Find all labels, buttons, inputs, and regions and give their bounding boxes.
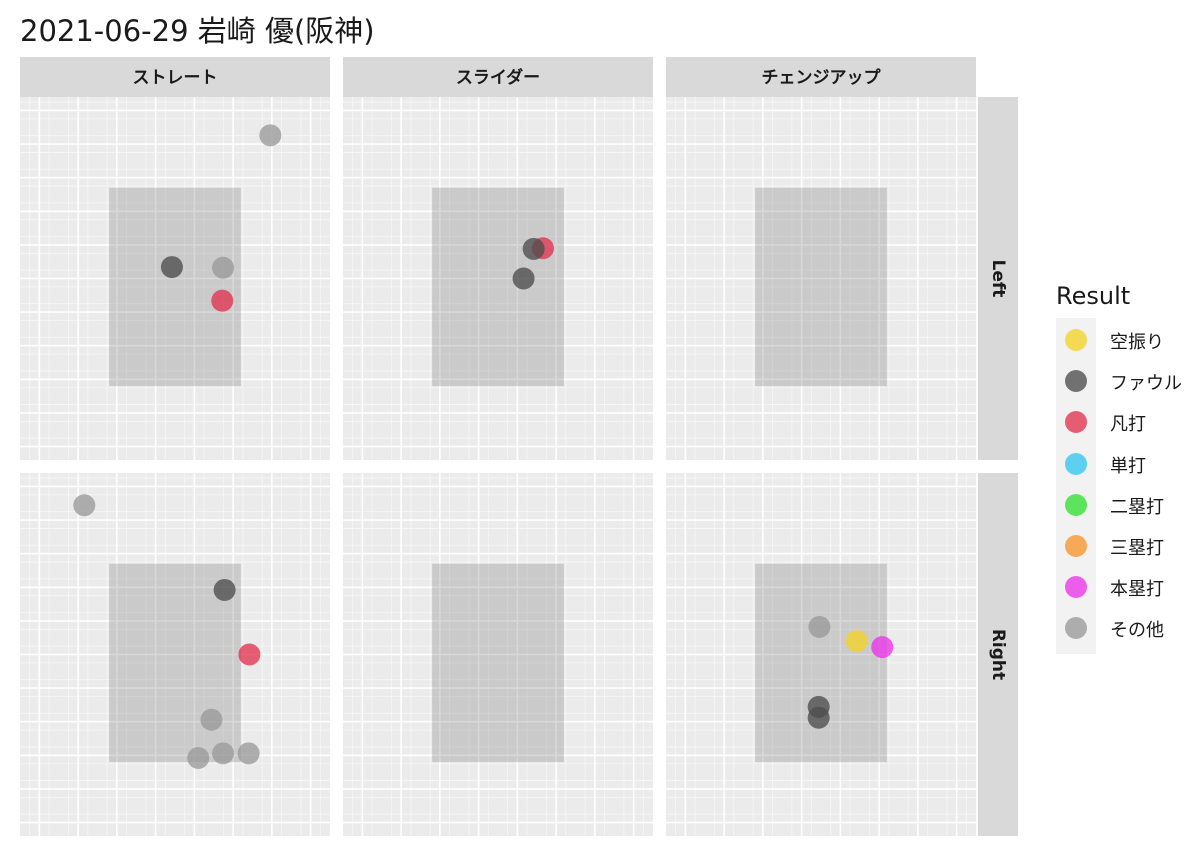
legend-swatch xyxy=(1065,493,1087,516)
pitch-point xyxy=(807,706,830,729)
strip-col-2 xyxy=(666,57,976,97)
legend: Result 空振りファウル凡打単打二塁打三塁打本塁打その他 xyxy=(1056,282,1182,654)
pitch-point xyxy=(160,256,183,279)
legend-swatch xyxy=(1065,452,1087,475)
pitch-point xyxy=(512,267,535,290)
strip-label-col-2: チェンジアップ xyxy=(762,67,882,88)
strip-label-col-0: ストレート xyxy=(133,68,218,88)
pitch-point xyxy=(871,636,894,659)
legend-label: 三塁打 xyxy=(1110,537,1164,559)
legend-label: 単打 xyxy=(1110,455,1146,477)
legend-swatch xyxy=(1065,576,1087,599)
strip-label-col-1: スライダー xyxy=(456,67,540,88)
legend-swatch xyxy=(1065,329,1087,351)
legend-label: その他 xyxy=(1110,620,1164,642)
legend-swatch xyxy=(1065,534,1087,557)
legend-label: 二塁打 xyxy=(1110,496,1164,518)
legend-item: 本塁打 xyxy=(1056,567,1164,608)
strike-zone xyxy=(432,563,564,763)
pitch-point xyxy=(845,630,868,653)
panel-left-0 xyxy=(20,97,330,460)
pitch-point xyxy=(522,237,545,260)
strike-zone xyxy=(755,563,887,763)
pitch-point xyxy=(212,256,235,279)
pitch-point xyxy=(808,615,831,638)
chart-title: 2021-06-29 岩崎 優(阪神) xyxy=(20,14,375,48)
panel-right-0 xyxy=(20,473,330,836)
legend-item: その他 xyxy=(1056,608,1164,649)
legend-keys: 空振りファウル凡打単打二塁打三塁打本塁打その他 xyxy=(1056,318,1182,654)
strip-col-0 xyxy=(20,57,330,97)
legend-item: 二塁打 xyxy=(1056,485,1164,526)
strike-zone xyxy=(755,187,887,387)
legend-title: Result xyxy=(1056,282,1131,310)
legend-swatch xyxy=(1065,411,1087,434)
pitch-point xyxy=(73,494,96,517)
pitch-point xyxy=(211,289,234,312)
panel-right-2 xyxy=(666,473,976,836)
legend-item: ファウル xyxy=(1056,361,1182,402)
legend-swatch xyxy=(1065,617,1087,640)
legend-swatch xyxy=(1065,370,1087,393)
legend-item: 単打 xyxy=(1056,444,1146,485)
strike-zone xyxy=(432,187,564,387)
legend-label: 本塁打 xyxy=(1110,579,1164,601)
pitch-point xyxy=(238,643,261,666)
legend-label: 空振り xyxy=(1110,332,1164,353)
strip-row-1 xyxy=(978,473,1018,836)
panel-right-1 xyxy=(343,473,653,836)
pitch-point xyxy=(187,747,210,770)
pitch-point xyxy=(237,742,260,765)
pitch-point xyxy=(213,578,236,601)
strip-row-0 xyxy=(978,97,1018,460)
legend-label: 凡打 xyxy=(1110,414,1146,436)
legend-item: 凡打 xyxy=(1056,402,1146,443)
pitch-point xyxy=(212,742,235,765)
panel-left-2 xyxy=(666,97,976,460)
panel-left-1 xyxy=(343,97,653,460)
strip-label-row-0: Left xyxy=(988,260,1008,298)
legend-label: ファウル xyxy=(1110,373,1182,395)
legend-item: 三塁打 xyxy=(1056,526,1164,567)
legend-item: 空振り xyxy=(1056,320,1164,361)
strike-zone xyxy=(109,187,241,387)
strip-label-row-1: Right xyxy=(988,629,1008,680)
strip-col-1 xyxy=(343,57,653,97)
pitch-point xyxy=(259,124,282,147)
pitch-point xyxy=(200,708,223,731)
